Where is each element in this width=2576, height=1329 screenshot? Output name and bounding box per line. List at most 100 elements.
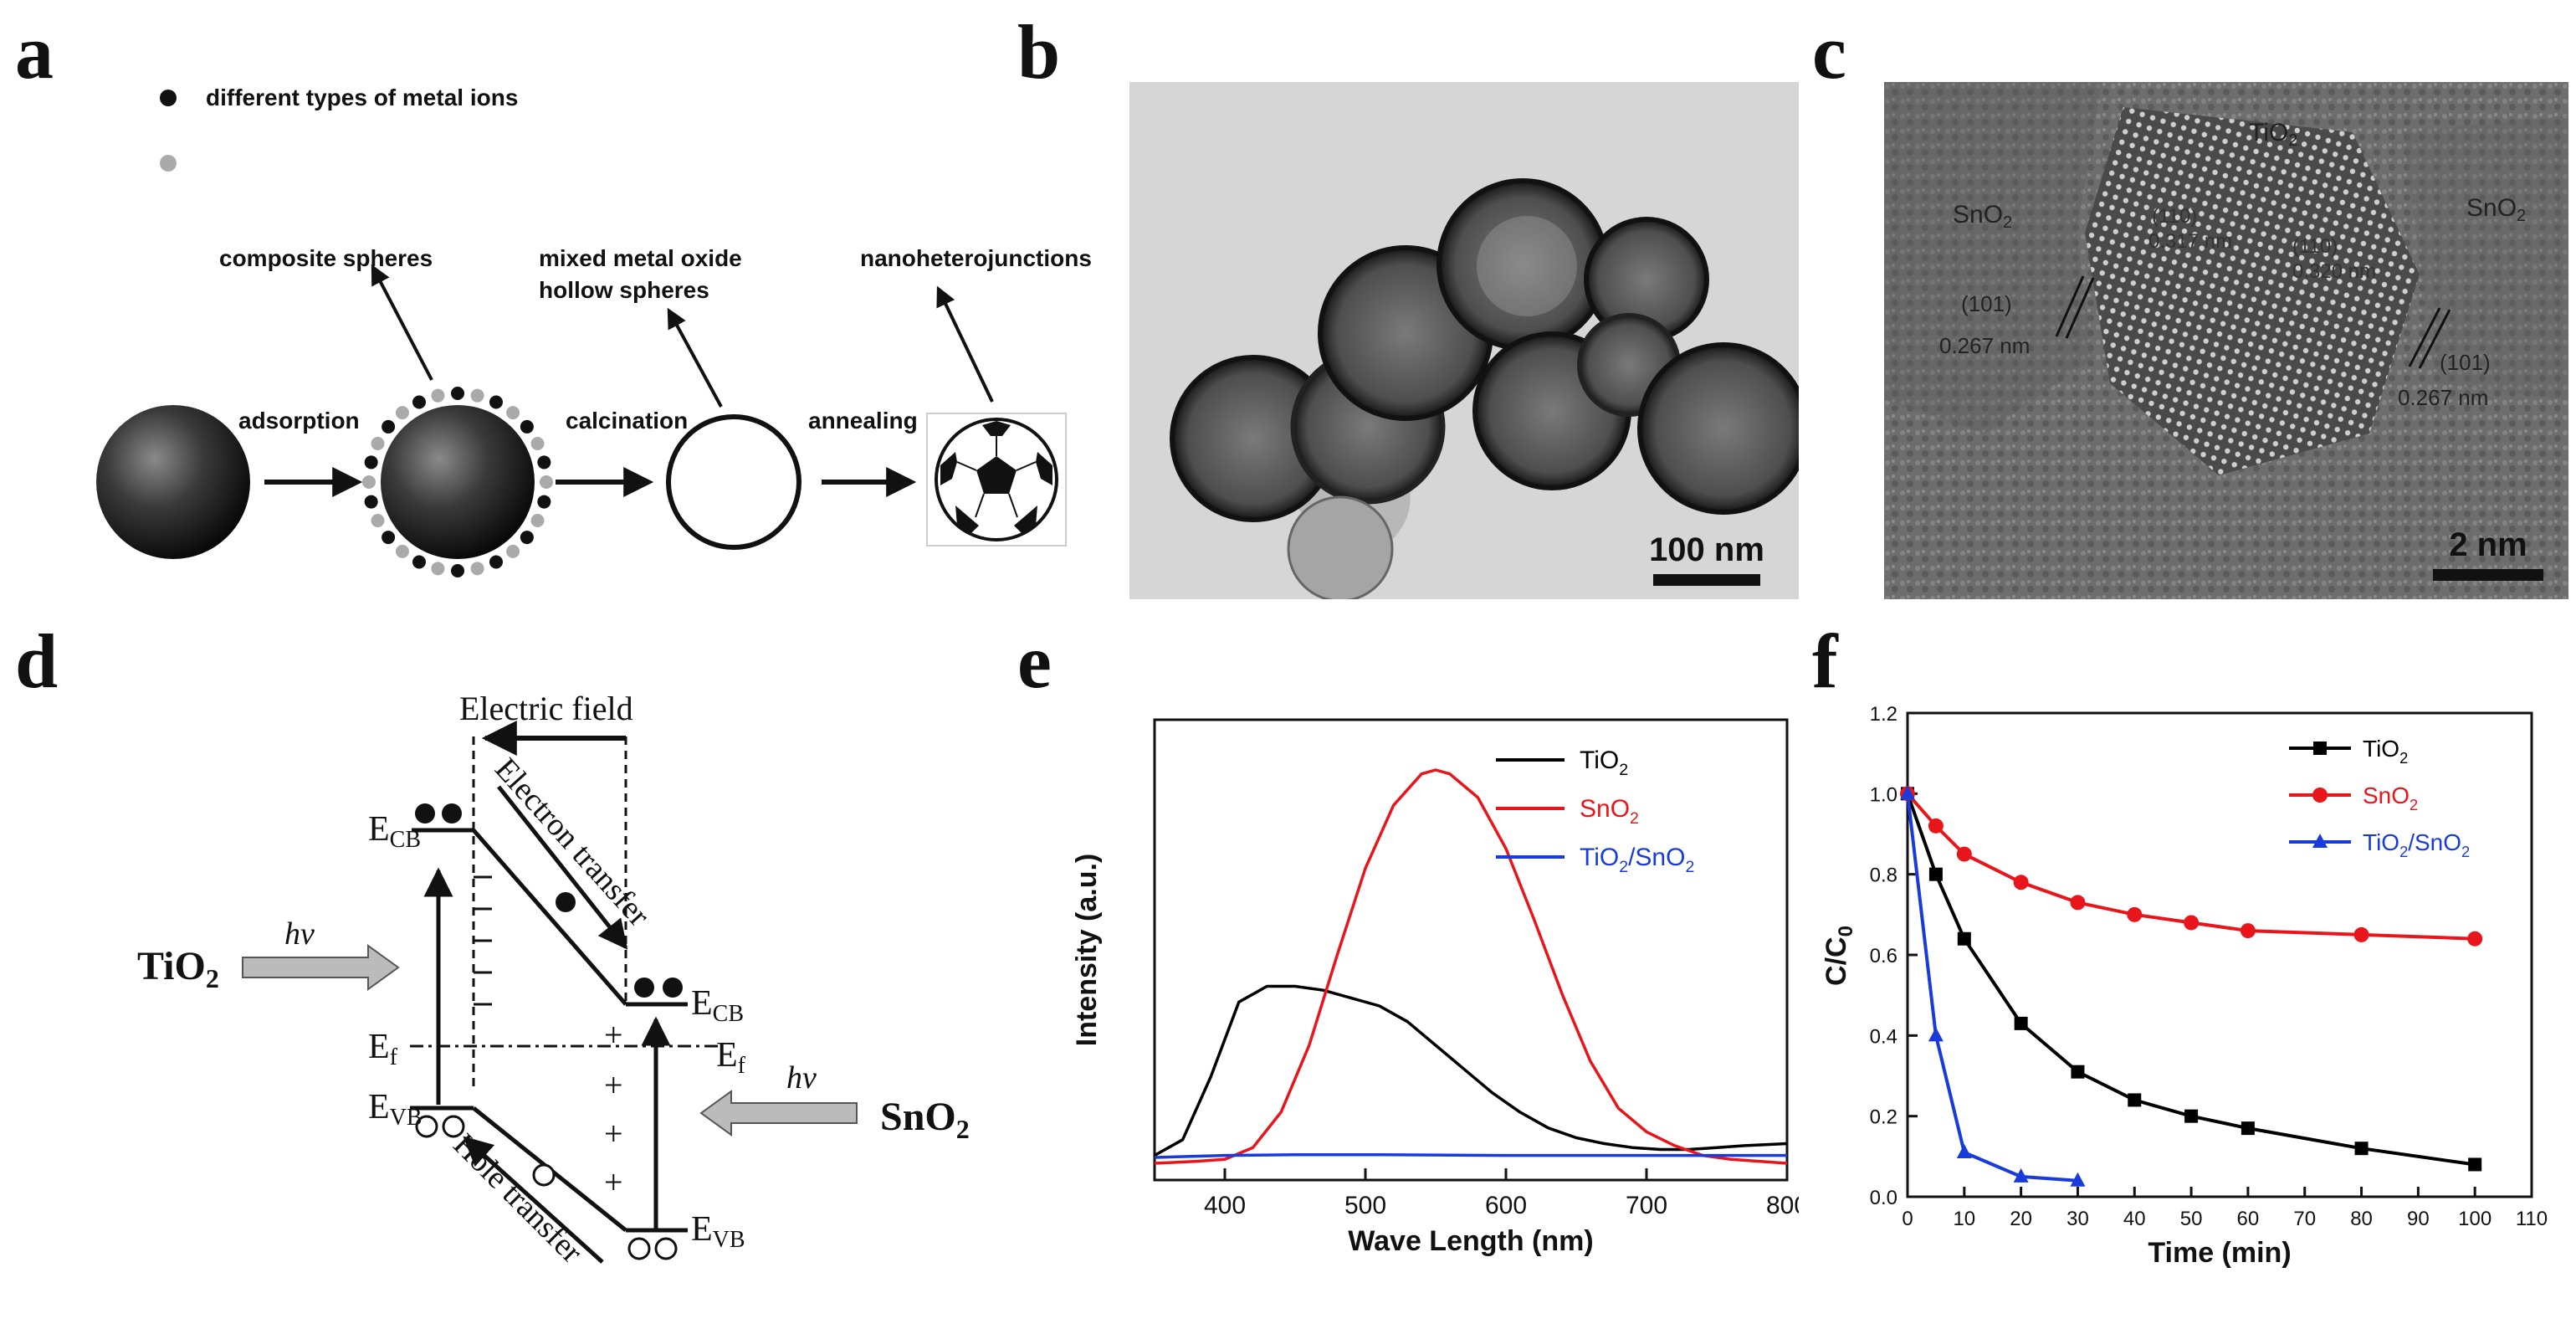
- y-tick-label: 0.2: [1870, 1106, 1897, 1129]
- y-tick-label: 1.0: [1870, 783, 1897, 806]
- ion-dot: [382, 531, 396, 545]
- label-composite: composite spheres: [219, 245, 433, 271]
- x-tick-label: 400: [1204, 1192, 1246, 1219]
- hv-right: hv: [786, 1060, 817, 1096]
- chart-f-frame: [1906, 711, 2533, 1198]
- ion-dot: [520, 531, 534, 545]
- data-point: [2240, 923, 2256, 939]
- y-tick-label: 0.8: [1870, 865, 1897, 887]
- hrtem-plane-mid2: (110): [2292, 235, 2338, 258]
- ion-dot: [395, 406, 409, 420]
- svg-text:+: +: [604, 1016, 623, 1054]
- chart-e-ylabel: Intensity (a.u.): [1071, 854, 1103, 1046]
- step-calcination: calcination: [566, 408, 688, 434]
- data-point: [2184, 1109, 2199, 1123]
- hrtem-tio2-label: TiO2: [2249, 119, 2297, 150]
- data-point: [2468, 1157, 2482, 1172]
- x-tick-label: 700: [1626, 1192, 1667, 1219]
- legend-entry-label: TiO2/SnO2: [2363, 829, 2470, 860]
- legend-entry-label: SnO2: [1580, 795, 1639, 828]
- ef-right: Ef: [716, 1036, 746, 1079]
- legend-gray-dot: [160, 155, 177, 172]
- legend-entry-label: SnO2: [2363, 783, 2418, 813]
- data-point: [2241, 1121, 2255, 1136]
- ion-dot: [412, 555, 427, 569]
- ion-dot: [520, 419, 534, 434]
- arrow-composite: [371, 264, 433, 381]
- ion-dot: [506, 406, 520, 420]
- legend-label: different types of metal ions: [206, 85, 518, 110]
- legend-marker: [2312, 788, 2328, 803]
- x-tick-label: 600: [1485, 1192, 1527, 1219]
- x-tick-label: 20: [2010, 1208, 2032, 1230]
- x-tick-label: 80: [2350, 1208, 2373, 1230]
- data-point: [2014, 1016, 2028, 1030]
- data-point: [2184, 915, 2200, 931]
- chart-f-xlabel: Time (min): [2148, 1237, 2291, 1269]
- x-tick-label: 90: [2407, 1208, 2430, 1230]
- hrtem-d-mid2: 0.320 nm: [2292, 260, 2376, 283]
- data-point: [1900, 785, 1915, 800]
- ion-dot: [382, 419, 396, 434]
- hrtem-d-right: 0.267 nm: [2398, 385, 2488, 410]
- legend-entry-label: TiO2: [2363, 736, 2408, 767]
- ion-dot: [470, 388, 484, 403]
- x-tick-label: 500: [1344, 1192, 1386, 1219]
- scale-bar-c: 2 nm: [2449, 526, 2527, 563]
- electric-field-label: Electric field: [459, 690, 633, 727]
- label-nano: nanoheterojunctions: [860, 245, 1092, 271]
- ion-dot: [489, 555, 503, 569]
- hrtem-plane-left: (101): [1961, 291, 2012, 316]
- ion-dot: [412, 395, 427, 409]
- svg-text:+: +: [604, 1163, 623, 1201]
- data-point: [1928, 867, 1943, 881]
- y-tick-label: 1.2: [1870, 703, 1897, 726]
- panel-letter-f: f: [1812, 618, 1838, 704]
- data-point: [1928, 818, 1944, 834]
- hrtem-sno2-right-label: SnO2: [2466, 194, 2526, 225]
- pl-spectra-chart: 400 500 600 700 800 Wave Length (nm) Intensi…: [1071, 718, 1799, 1257]
- ion-dot: [530, 437, 545, 451]
- x-tick-label: 110: [2516, 1208, 2548, 1230]
- hrtem-image: TiO2 SnO2 SnO2 (101) 0.267 nm (110) 0.31…: [1884, 82, 2568, 599]
- series-line-0: [1906, 793, 2476, 1167]
- ion-dot: [364, 495, 378, 509]
- x-tick-label: 70: [2293, 1208, 2316, 1230]
- evb-right: EVB: [691, 1210, 745, 1253]
- solid-sphere: [96, 405, 250, 559]
- hrtem-d-mid1: 0.317 nm: [2148, 230, 2232, 253]
- legend-marker: [2313, 741, 2327, 755]
- data-point: [2070, 1172, 2086, 1187]
- data-point: [2070, 895, 2086, 911]
- series-line-1: [1154, 768, 1788, 1165]
- tem-image-hollow-spheres: 100 nm: [1129, 82, 1799, 599]
- ion-dot: [530, 513, 545, 527]
- data-point: [1957, 931, 1971, 946]
- ion-dot: [537, 455, 551, 470]
- x-tick-label: 800: [1766, 1192, 1799, 1219]
- panel-letter-a: a: [15, 9, 54, 95]
- hrtem-sno2-left-label: SnO2: [1953, 201, 2012, 232]
- legend-marker: [2312, 834, 2328, 848]
- ion-dot: [362, 475, 376, 489]
- ion-dot: [537, 495, 551, 509]
- ion-dot: [540, 475, 553, 489]
- ion-dot: [506, 544, 520, 558]
- ion-dot: [489, 395, 503, 409]
- y-tick-label: 0.6: [1870, 945, 1897, 967]
- composite-sphere: [362, 387, 553, 577]
- data-point: [2071, 1065, 2085, 1079]
- ion-dot: [470, 562, 484, 576]
- scale-bar-b: 100 nm: [1649, 531, 1764, 568]
- x-tick-label: 50: [2180, 1208, 2203, 1230]
- data-point: [2353, 926, 2369, 942]
- ion-dot: [451, 387, 464, 400]
- x-tick-label: 100: [2458, 1208, 2491, 1230]
- step-annealing: annealing: [808, 408, 918, 434]
- y-tick-label: 0.0: [1870, 1187, 1897, 1209]
- ion-dot: [451, 564, 464, 577]
- hrtem-plane-mid1: (110): [2152, 205, 2197, 228]
- legend-black-dot: [160, 90, 177, 106]
- x-tick-label: 40: [2123, 1208, 2146, 1230]
- panel-letter-d: d: [15, 618, 59, 704]
